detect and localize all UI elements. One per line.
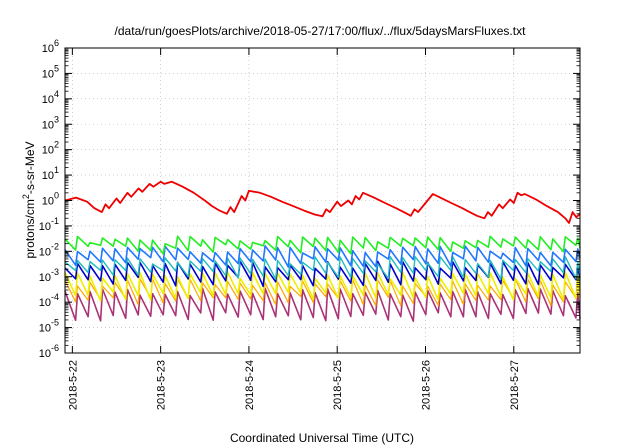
y-tick-label: 10-1 <box>39 216 59 233</box>
y-axis-ticks: 10-6 10-5 10-4 10-3 10-2 10-1 100 101 102 103 104 1… <box>39 38 580 360</box>
x-axis-label: Coordinated Universal Time (UTC) <box>230 431 414 445</box>
series-line <box>64 287 581 322</box>
y-tick-label: 100 <box>42 191 59 208</box>
series-line <box>64 245 581 268</box>
y-axis-label-superscript: 2 <box>21 194 31 199</box>
y-tick-label: 10-3 <box>39 267 59 284</box>
y-tick-label: 103 <box>42 114 59 131</box>
y-tick-label: 10-2 <box>39 241 59 258</box>
y-axis-label-tail: -s-sr-MeV <box>23 141 37 194</box>
y-tick-label: 10-5 <box>39 318 59 335</box>
series-line <box>64 235 581 255</box>
x-tick-label: 2018-5-22 <box>67 360 79 410</box>
x-tick-label: 2018-5-27 <box>509 360 521 410</box>
series-line <box>64 256 581 280</box>
y-tick-label: 101 <box>42 165 59 182</box>
series-line <box>64 180 581 224</box>
y-tick-label: 104 <box>42 89 59 106</box>
x-tick-label: 2018-5-25 <box>332 360 344 410</box>
y-axis-label-main: protons/cm <box>23 199 37 258</box>
x-tick-label: 2018-5-23 <box>156 360 168 410</box>
y-tick-label: 106 <box>42 38 59 55</box>
y-tick-label: 10-4 <box>39 292 59 309</box>
x-tick-label: 2018-5-24 <box>244 360 256 410</box>
plot-series <box>64 180 581 322</box>
x-tick-label: 2018-5-26 <box>421 360 433 410</box>
y-tick-label: 105 <box>42 63 59 80</box>
y-tick-label: 10-6 <box>39 343 59 360</box>
x-axis-ticks: 2018-5-22 2018-5-23 2018-5-24 2018-5-25 2018… <box>67 48 521 410</box>
chart-title: /data/run/goesPlots/archive/2018-05-27/1… <box>115 24 527 38</box>
series-line <box>64 271 581 302</box>
y-tick-label: 102 <box>42 140 59 157</box>
y-axis-label: protons/cm2-s-sr-MeV <box>21 141 37 258</box>
